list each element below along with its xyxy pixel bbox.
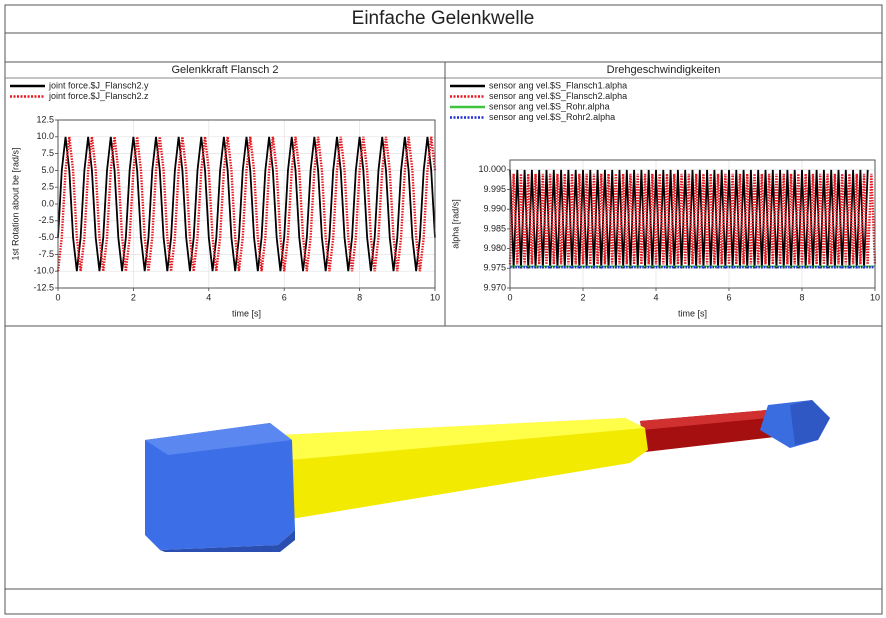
x-tick-label: 10	[430, 292, 440, 302]
x-axis-label: time [s]	[232, 308, 261, 318]
x-tick-label: 6	[282, 292, 287, 302]
y-tick-label: 9.990	[483, 204, 506, 214]
x-tick-label: 0	[507, 292, 512, 302]
y-tick-label: -10.0	[33, 266, 54, 276]
y-tick-label: -7.5	[38, 249, 54, 259]
y-tick-label: 9.995	[483, 184, 506, 194]
y-tick-label: 7.5	[41, 148, 54, 158]
x-tick-label: 6	[726, 292, 731, 302]
y-tick-label: 12.5	[36, 114, 54, 124]
x-tick-label: 2	[131, 292, 136, 302]
y-tick-label: 0.0	[41, 198, 54, 208]
y-tick-label: -5.0	[38, 232, 54, 242]
x-tick-label: 8	[357, 292, 362, 302]
y-tick-label: 9.975	[483, 263, 506, 273]
y-tick-label: -2.5	[38, 215, 54, 225]
legend-label: sensor ang vel.$S_Rohr.alpha	[489, 101, 610, 111]
legend-label: sensor ang vel.$S_Rohr2.alpha	[489, 112, 615, 122]
x-tick-label: 2	[580, 292, 585, 302]
legend-label: joint force.$J_Flansch2.z	[48, 91, 149, 101]
x-tick-label: 10	[870, 292, 880, 302]
legend-label: sensor ang vel.$S_Flansch1.alpha	[489, 80, 627, 90]
y-axis-label: 1st Rotation about be [rad/s]	[10, 147, 20, 260]
y-tick-label: 10.000	[478, 164, 506, 174]
x-axis-label: time [s]	[678, 308, 707, 318]
y-tick-label: 10.0	[36, 131, 54, 141]
chart-title: Gelenkkraft Flansch 2	[172, 64, 279, 76]
report-page: Einfache Gelenkwelle Gelenkkraft Flansch…	[0, 0, 886, 618]
legend-label: sensor ang vel.$S_Flansch2.alpha	[489, 91, 627, 101]
y-tick-label: 2.5	[41, 182, 54, 192]
y-axis-label: alpha [rad/s]	[450, 199, 460, 249]
x-tick-label: 4	[206, 292, 211, 302]
x-tick-label: 0	[55, 292, 60, 302]
y-tick-label: 9.980	[483, 243, 506, 253]
y-tick-label: 5.0	[41, 165, 54, 175]
x-tick-label: 8	[799, 292, 804, 302]
y-tick-label: -12.5	[33, 282, 54, 292]
legend-label: joint force.$J_Flansch2.y	[48, 80, 149, 90]
page-title: Einfache Gelenkwelle	[352, 8, 535, 29]
chart-title: Drehgeschwindigkeiten	[607, 64, 721, 76]
y-tick-label: 9.970	[483, 282, 506, 292]
y-tick-label: 9.985	[483, 223, 506, 233]
x-tick-label: 4	[653, 292, 658, 302]
